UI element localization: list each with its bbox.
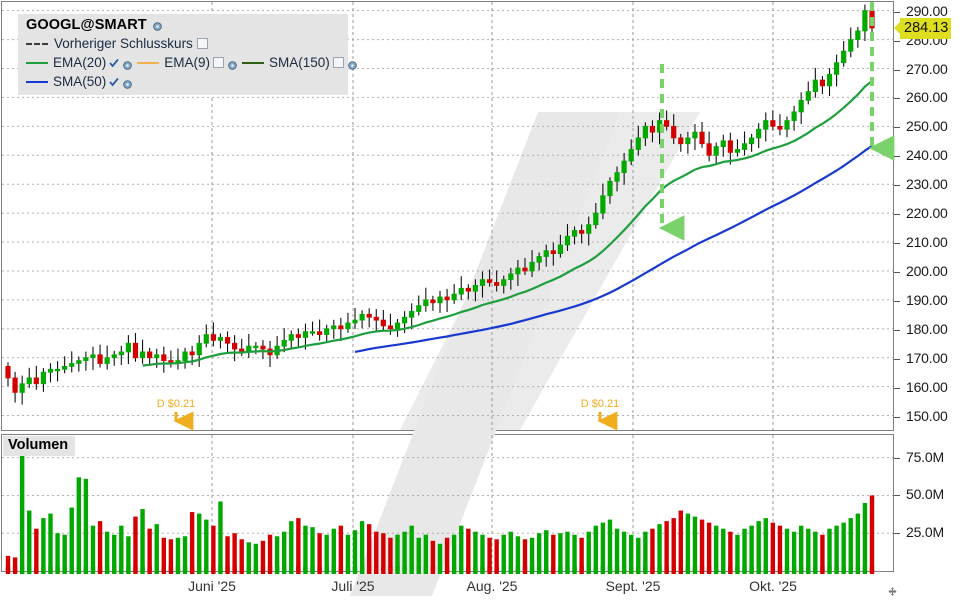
price-tick-label: 180.00 — [906, 320, 948, 337]
legend-row-2[interactable]: SMA(50) — [26, 72, 342, 91]
ema20-checkbox[interactable] — [109, 58, 119, 68]
sma150-line-swatch — [242, 61, 265, 64]
price-tick-label: 190.00 — [906, 291, 948, 308]
price-tick-mark — [894, 11, 900, 13]
sma150-label: SMA(150) — [269, 55, 330, 70]
x-axis-date-label: Juni '25 — [188, 578, 236, 594]
sma50-line-swatch — [26, 80, 48, 83]
x-axis-date-label: Juli '25 — [331, 578, 375, 594]
volume-tick-mark — [894, 533, 900, 535]
volume-tick-label: 75.0M — [906, 448, 944, 465]
ema20-gear-icon[interactable] — [122, 57, 133, 70]
sma150-checkbox[interactable] — [332, 57, 344, 68]
price-tick-label: 270.00 — [906, 60, 948, 77]
price-tick-label: 250.00 — [906, 118, 948, 135]
current-price-tag: 284.13 — [900, 17, 952, 39]
price-tick-label: 200.00 — [906, 262, 948, 279]
ema9-line-swatch — [137, 61, 160, 64]
volume-chart-panel[interactable] — [1, 434, 894, 572]
volume-tick-mark — [894, 457, 900, 459]
legend-title-row: GOOGL@SMART — [26, 17, 342, 34]
ema9-label: EMA(9) — [164, 55, 211, 70]
price-tick-mark — [894, 243, 900, 245]
price-tick-mark — [894, 329, 900, 331]
price-tick-label: 220.00 — [906, 205, 948, 222]
price-tick-label: 290.00 — [906, 2, 948, 19]
dividend-label: D $0.21 — [156, 398, 196, 410]
price-tick-mark — [894, 358, 900, 360]
legend-row-1[interactable]: EMA(20) EMA(9) SMA(150) — [26, 53, 357, 72]
price-tick-mark — [894, 416, 900, 418]
price-tick-mark — [894, 214, 900, 216]
prev-close-label: Vorheriger Schlusskurs — [54, 36, 193, 51]
volume-tick-label: 50.0M — [906, 486, 944, 503]
price-tick-mark — [894, 127, 900, 129]
legend-row-prevclose[interactable]: Vorheriger Schlusskurs — [26, 34, 342, 53]
volume-panel-label: Volumen — [3, 436, 76, 456]
ema20-line-swatch — [26, 61, 48, 64]
gear-icon[interactable] — [152, 20, 163, 31]
price-tick-label: 170.00 — [906, 349, 948, 366]
volume-tick-label: 25.0M — [906, 524, 944, 541]
legend-item-sma50[interactable]: SMA(50) — [26, 72, 133, 91]
price-tick-mark — [894, 98, 900, 100]
chart-legend[interactable]: GOOGL@SMART Vorheriger Schlusskurs EMA(2… — [18, 14, 357, 95]
prev-close-checkbox[interactable] — [196, 38, 208, 49]
price-tick-label: 230.00 — [906, 176, 948, 193]
ema9-checkbox[interactable] — [213, 57, 225, 68]
price-tick-label: 160.00 — [906, 378, 948, 395]
volume-axis[interactable]: 75.0M 50.0M 25.0M — [894, 434, 959, 572]
legend-item-sma150[interactable]: SMA(150) — [242, 53, 358, 72]
sma50-gear-icon[interactable] — [122, 76, 133, 89]
sma150-gear-icon[interactable] — [347, 57, 358, 70]
ema20-label: EMA(20) — [53, 55, 107, 70]
legend-item-ema9[interactable]: EMA(9) — [137, 53, 238, 72]
chart-symbol-title: GOOGL@SMART — [26, 17, 147, 33]
price-tick-mark — [894, 387, 900, 389]
price-tick-mark — [894, 271, 900, 273]
prev-close-line-swatch — [26, 42, 48, 45]
price-tick-label: 260.00 — [906, 89, 948, 106]
x-axis-date-label: Okt. '25 — [749, 578, 797, 594]
volume-tick-mark — [894, 495, 900, 497]
x-axis-date-label: Sept. '25 — [605, 578, 661, 594]
x-axis-date-label: Aug. '25 — [466, 578, 518, 594]
price-tick-label: 240.00 — [906, 147, 948, 164]
price-tick-mark — [894, 40, 900, 42]
price-tick-mark — [894, 300, 900, 302]
price-tick-mark — [894, 69, 900, 71]
sma50-label: SMA(50) — [53, 74, 107, 89]
pan-handle-icon[interactable] — [888, 583, 897, 596]
dividend-label: D $0.21 — [580, 398, 620, 410]
current-price-pointer — [894, 21, 900, 34]
sma50-checkbox[interactable] — [109, 77, 119, 87]
ema9-gear-icon[interactable] — [227, 57, 238, 70]
price-tick-mark — [894, 156, 900, 158]
price-axis[interactable]: 290.00 280.00 270.00 260.00 250.00 240.00 230.… — [894, 1, 959, 431]
price-tick-label: 210.00 — [906, 234, 948, 251]
price-tick-mark — [894, 185, 900, 187]
price-tick-label: 150.00 — [906, 407, 948, 424]
legend-item-ema20[interactable]: EMA(20) — [26, 53, 133, 72]
